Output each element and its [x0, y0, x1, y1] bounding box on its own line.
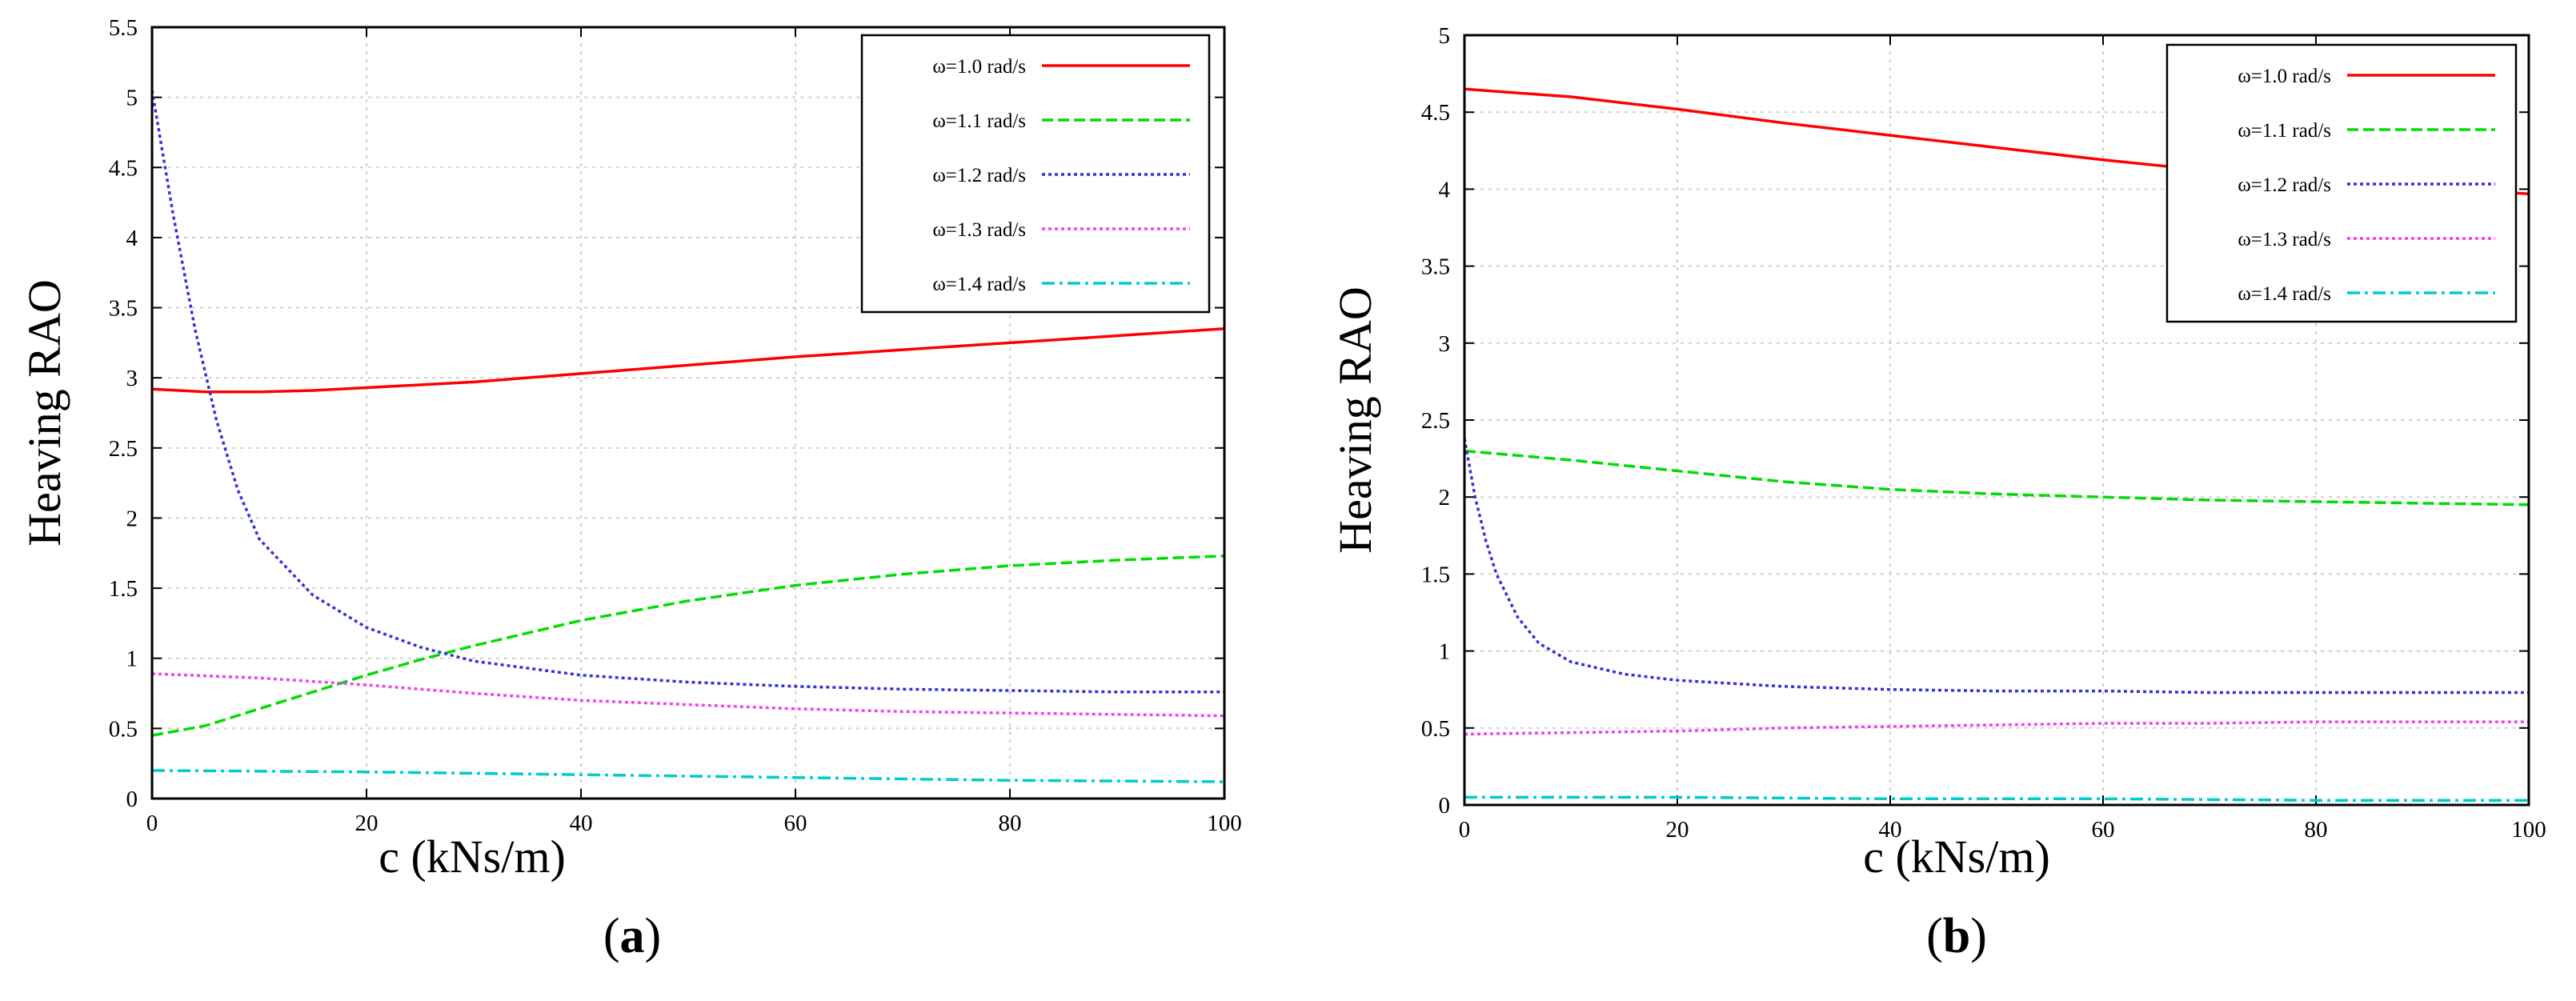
plot-frame-a	[150, 26, 1226, 800]
legend-label-b-1: ω=1.0 rad/s	[2237, 66, 2331, 87]
series-line-a-2	[151, 555, 1225, 737]
x-tick-label-a: 60	[784, 811, 807, 836]
y-tick-label-b: 2	[1439, 485, 1451, 511]
panel-label-open-a: (	[603, 909, 620, 963]
series-line-a-1	[151, 327, 1225, 394]
x-tick-label-a: 100	[1207, 811, 1242, 836]
series-line-b-4	[1464, 720, 2529, 736]
y-tick-label-a: 0	[126, 787, 138, 812]
y-axis-label-a: Heaving RAO	[18, 279, 70, 546]
y-tick-label-b: 0.5	[1421, 716, 1450, 742]
plot-frame-b	[1463, 34, 2530, 807]
y-tick-label-b: 1.5	[1421, 562, 1450, 587]
y-tick-label-b: 4.5	[1421, 100, 1450, 126]
series-line-b-5	[1464, 795, 2529, 802]
legend-box-a	[860, 34, 1211, 314]
y-tick-label-b: 5	[1439, 23, 1451, 49]
x-tick-label-a: 40	[570, 811, 593, 836]
panel-label-open-b: (	[1926, 909, 1943, 963]
panel-label-b: (b)	[1926, 909, 1987, 963]
panel-label-close-b: )	[1970, 909, 1987, 963]
panel-label-a: (a)	[603, 909, 661, 963]
y-tick-label-a: 1	[126, 647, 138, 672]
y-tick-label-a: 2	[126, 506, 138, 531]
chart-panel-b: 0 20 40 60 80 100 0 0.5 1 1.5 2 2.5 3 3.5 4 4.5 5 ω=1.0 r…	[1329, 23, 2546, 963]
chart-panel-a: 0 20 40 60 80 100 0 0.5 1 1.5 2 2.5 3 3.5 4 4.5 5 5.5 ω=1.…	[18, 15, 1242, 963]
legend-label-a-3: ω=1.2 rad/s	[932, 165, 1026, 186]
series-line-a-3	[150, 90, 1224, 694]
x-tick-label-a: 20	[355, 811, 379, 836]
legend-label-b-4: ω=1.3 rad/s	[2237, 229, 2331, 250]
y-tick-label-b: 2.5	[1421, 408, 1450, 434]
x-tick-label-b: 80	[2305, 817, 2328, 843]
legend-label-a-4: ω=1.3 rad/s	[932, 219, 1026, 241]
y-tick-label-a: 4.5	[109, 155, 138, 181]
x-tick-label-b: 60	[2092, 817, 2115, 843]
y-tick-label-a: 5.5	[109, 15, 138, 41]
y-tick-label-b: 0	[1439, 793, 1451, 819]
series-line-a-4	[151, 672, 1225, 718]
y-tick-label-a: 4	[126, 226, 138, 251]
y-tick-label-a: 2.5	[109, 436, 138, 462]
x-tick-label-b: 20	[1666, 817, 1689, 843]
x-axis-label-a: c (kNs/m)	[379, 831, 566, 883]
panel-label-letter-b: b	[1943, 909, 1970, 963]
x-tick-label-b: 40	[1879, 817, 1902, 843]
legend-label-a-5: ω=1.4 rad/s	[932, 274, 1026, 295]
legend-label-a-2: ω=1.1 rad/s	[932, 110, 1026, 132]
legend-label-b-5: ω=1.4 rad/s	[2237, 283, 2331, 305]
y-tick-label-a: 3	[126, 366, 138, 391]
legend-label-b-2: ω=1.1 rad/s	[2237, 120, 2331, 142]
series-line-b-3	[1463, 438, 2529, 695]
y-tick-label-a: 1.5	[109, 576, 138, 602]
x-axis-label-b: c (kNs/m)	[1863, 831, 2050, 883]
x-tick-label-a: 0	[146, 811, 158, 836]
y-axis-label-b: Heaving RAO	[1329, 286, 1381, 553]
legend-label-b-3: ω=1.2 rad/s	[2237, 174, 2331, 196]
y-tick-label-a: 5	[126, 86, 138, 111]
series-line-a-5	[151, 769, 1225, 783]
series-line-b-2	[1464, 449, 2530, 507]
x-tick-label-a: 80	[999, 811, 1022, 836]
x-tick-label-b: 0	[1459, 817, 1471, 843]
panel-label-close-a: )	[645, 909, 662, 963]
legend-label-a-1: ω=1.0 rad/s	[932, 56, 1026, 78]
y-tick-label-b: 3	[1439, 331, 1451, 357]
x-tick-label-b: 100	[2511, 817, 2546, 843]
y-tick-label-b: 4	[1439, 177, 1451, 202]
y-tick-label-a: 3.5	[109, 296, 138, 322]
y-tick-label-a: 0.5	[109, 716, 138, 742]
y-tick-label-b: 3.5	[1421, 254, 1450, 280]
panel-label-letter-a: a	[620, 909, 645, 963]
y-tick-label-b: 1	[1439, 639, 1451, 665]
